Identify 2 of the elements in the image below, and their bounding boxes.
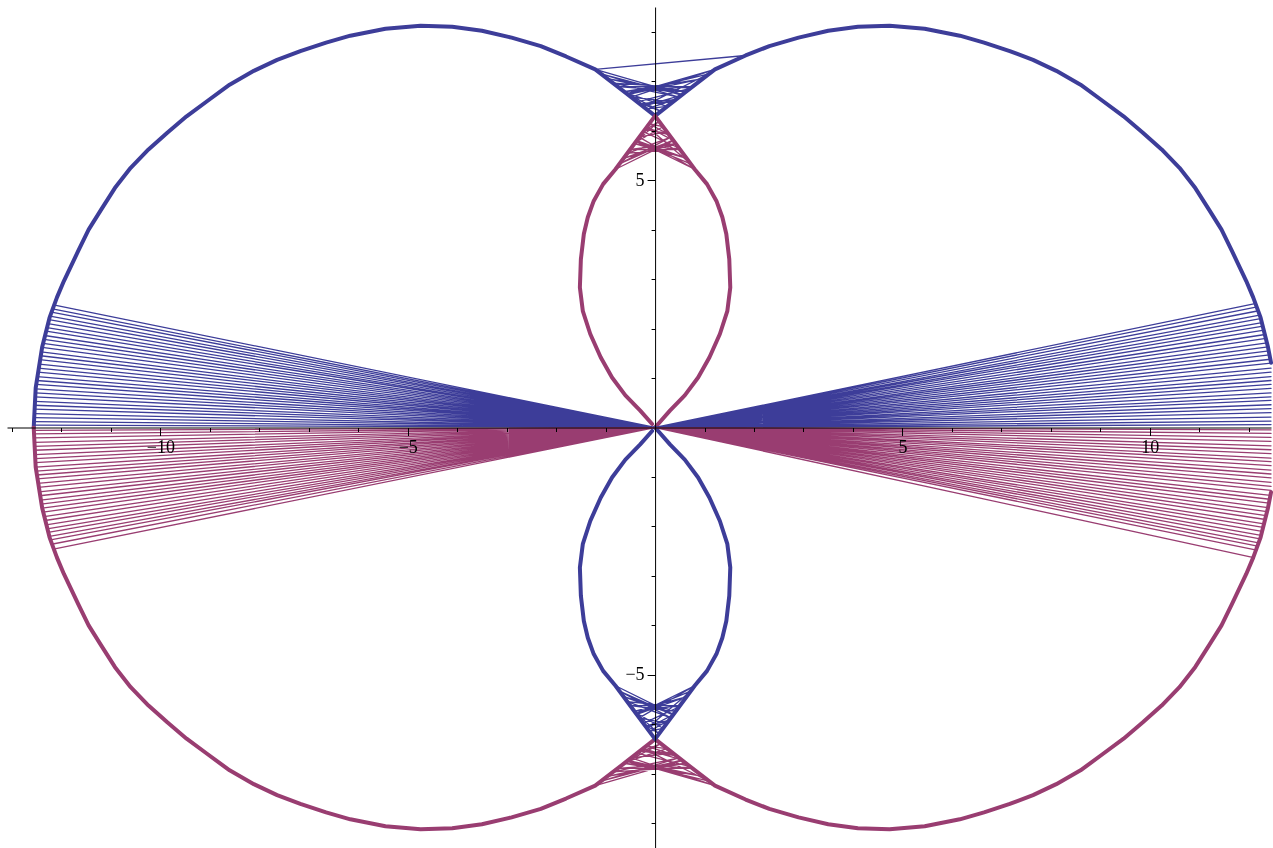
x-tick-label: 5 — [898, 437, 908, 457]
x-tick-label: −5 — [398, 437, 418, 457]
